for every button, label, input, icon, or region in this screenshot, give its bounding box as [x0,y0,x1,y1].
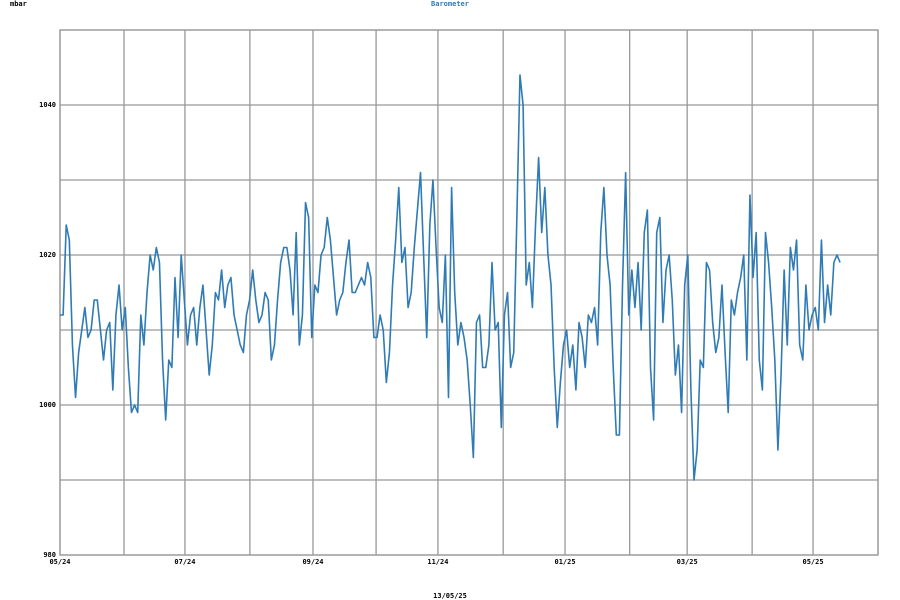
y-tick-label: 1040 [39,101,56,109]
y-tick-label: 980 [43,551,56,559]
x-tick-label: 05/25 [803,558,824,566]
x-tick-label: 11/24 [427,558,448,566]
x-tick-label: 01/25 [554,558,575,566]
plot-frame [59,29,879,556]
y-axis-label: mbar [10,0,27,8]
x-axis-label: 13/05/25 [433,592,467,600]
y-tick-label: 1000 [39,401,56,409]
x-tick-label: 09/24 [302,558,323,566]
chart-title: Barometer [431,0,469,8]
x-tick-label: 07/24 [174,558,195,566]
data-line [60,74,841,481]
x-tick-label: 05/24 [49,558,70,566]
x-tick-label: 03/25 [677,558,698,566]
y-tick-label: 1020 [39,251,56,259]
